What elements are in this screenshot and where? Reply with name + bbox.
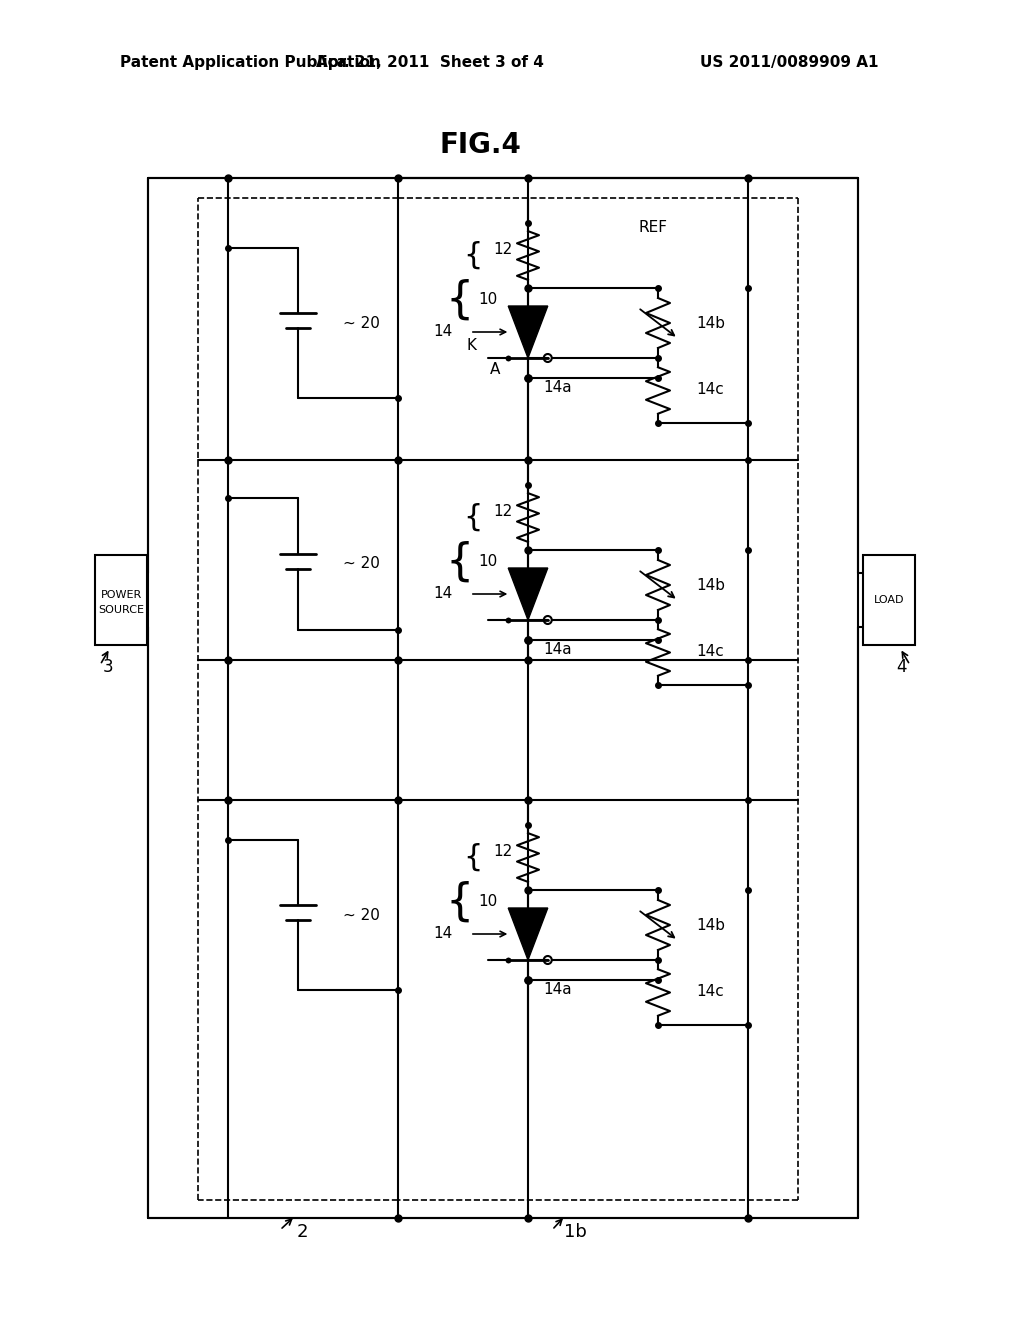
Text: A: A bbox=[489, 363, 500, 378]
Text: 14c: 14c bbox=[696, 383, 724, 397]
Text: SOURCE: SOURCE bbox=[98, 605, 144, 615]
Text: 14a: 14a bbox=[543, 643, 571, 657]
Text: ~ 20: ~ 20 bbox=[343, 908, 380, 923]
Text: 14a: 14a bbox=[543, 380, 571, 396]
Text: 4: 4 bbox=[896, 657, 907, 676]
Text: 10: 10 bbox=[478, 895, 498, 909]
Text: K: K bbox=[466, 338, 476, 354]
Text: LOAD: LOAD bbox=[873, 595, 904, 605]
Text: 2: 2 bbox=[296, 1224, 308, 1241]
Polygon shape bbox=[508, 568, 548, 620]
Bar bbox=[95, 554, 147, 645]
Text: 10: 10 bbox=[478, 293, 498, 308]
Text: 12: 12 bbox=[493, 503, 512, 519]
Text: {: { bbox=[463, 842, 482, 871]
Text: 10: 10 bbox=[478, 554, 498, 569]
Text: {: { bbox=[463, 240, 482, 269]
Text: POWER: POWER bbox=[100, 590, 141, 601]
Bar bbox=[863, 554, 915, 645]
Text: 14a: 14a bbox=[543, 982, 571, 998]
Text: 14b: 14b bbox=[696, 315, 725, 330]
Text: US 2011/0089909 A1: US 2011/0089909 A1 bbox=[700, 54, 879, 70]
Text: FIG.4: FIG.4 bbox=[439, 131, 521, 158]
Text: 14: 14 bbox=[434, 927, 453, 941]
Polygon shape bbox=[508, 908, 548, 960]
Text: ~ 20: ~ 20 bbox=[343, 557, 380, 572]
Text: 3: 3 bbox=[103, 657, 114, 676]
Text: 12: 12 bbox=[493, 242, 512, 256]
Text: 14b: 14b bbox=[696, 917, 725, 932]
Text: 14c: 14c bbox=[696, 644, 724, 660]
Text: 14: 14 bbox=[434, 586, 453, 602]
Polygon shape bbox=[508, 306, 548, 358]
Text: REF: REF bbox=[639, 220, 668, 235]
Text: 14: 14 bbox=[434, 325, 453, 339]
Text: {: { bbox=[445, 880, 474, 924]
Text: Apr. 21, 2011  Sheet 3 of 4: Apr. 21, 2011 Sheet 3 of 4 bbox=[316, 54, 544, 70]
Text: ~ 20: ~ 20 bbox=[343, 315, 380, 330]
Text: {: { bbox=[463, 503, 482, 532]
Text: 1b: 1b bbox=[563, 1224, 587, 1241]
Text: 14c: 14c bbox=[696, 985, 724, 999]
Text: 14b: 14b bbox=[696, 578, 725, 593]
Text: {: { bbox=[445, 279, 474, 322]
Text: Patent Application Publication: Patent Application Publication bbox=[120, 54, 381, 70]
Text: {: { bbox=[445, 540, 474, 583]
Text: 12: 12 bbox=[493, 843, 512, 858]
